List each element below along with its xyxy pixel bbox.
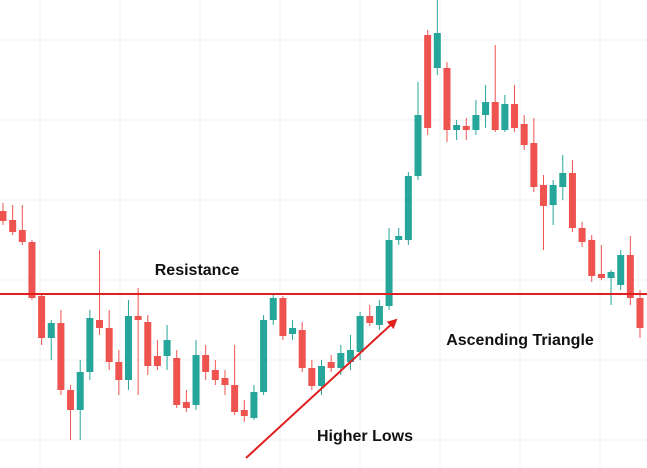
candle-body <box>298 330 306 368</box>
candle-body <box>308 368 316 386</box>
candle-body <box>482 102 490 115</box>
candle-body <box>568 173 576 228</box>
candle-body <box>385 240 393 306</box>
candle-body <box>67 390 75 410</box>
candle-body <box>617 255 625 285</box>
candle-body <box>182 402 190 408</box>
candle-body <box>211 370 219 380</box>
candle-body <box>501 104 509 130</box>
candle-body <box>269 298 277 320</box>
candle-body <box>173 358 181 405</box>
candle-body <box>18 230 26 242</box>
candle-body <box>626 255 634 298</box>
annotation: Resistance <box>155 262 240 279</box>
candle-body <box>578 228 586 242</box>
candle-body <box>0 211 7 221</box>
candle-body <box>38 296 46 338</box>
candle-body <box>86 318 94 372</box>
candle-body <box>511 104 519 128</box>
candle-body <box>250 392 258 418</box>
candle-body <box>366 316 374 323</box>
candle-body <box>105 328 113 362</box>
candle-body <box>57 323 65 390</box>
annotation: Higher Lows <box>317 428 413 445</box>
candle-body <box>404 176 412 240</box>
candle-body <box>549 185 557 205</box>
candle-body <box>346 350 354 362</box>
candle-body <box>96 320 104 328</box>
candle-body <box>414 115 422 176</box>
candle-body <box>163 340 171 356</box>
candle-body <box>115 362 123 380</box>
candle-body <box>221 378 229 385</box>
candle-body <box>453 125 461 130</box>
candle-body <box>491 102 499 130</box>
candle-body <box>76 372 84 410</box>
candle-body <box>607 272 615 278</box>
candle-body <box>424 35 432 128</box>
candle-body <box>47 323 55 338</box>
candle-body <box>375 306 383 325</box>
candle-body <box>559 173 567 187</box>
candle-body <box>153 356 161 366</box>
higher-lows-arrow <box>245 318 398 459</box>
candle-body <box>530 143 538 187</box>
candle-body <box>9 220 17 232</box>
candle-body <box>231 385 239 412</box>
annotation: Ascending Triangle <box>446 332 594 349</box>
candle-body <box>588 240 596 276</box>
candle-body <box>318 366 325 386</box>
candle-body <box>289 328 297 334</box>
candle-body <box>202 355 210 372</box>
candle-body <box>124 316 132 380</box>
candle-body <box>520 124 528 145</box>
candle-body <box>28 242 36 298</box>
candle-body <box>433 33 441 68</box>
candles <box>0 0 644 440</box>
candle-body <box>472 115 480 130</box>
candle-body <box>443 68 451 130</box>
candle-body <box>395 236 403 240</box>
candle-body <box>240 410 248 416</box>
candle-body <box>192 355 200 405</box>
candle-body <box>462 126 470 130</box>
candle-body <box>279 298 287 336</box>
candle-body <box>327 362 335 368</box>
candle-body <box>597 274 605 278</box>
candle-body <box>134 316 142 320</box>
candle-body <box>144 322 152 366</box>
candle-body <box>636 298 644 328</box>
candle-body <box>260 320 268 392</box>
candle-body <box>356 316 364 352</box>
candle-body <box>337 353 345 368</box>
candle-body <box>539 185 547 206</box>
